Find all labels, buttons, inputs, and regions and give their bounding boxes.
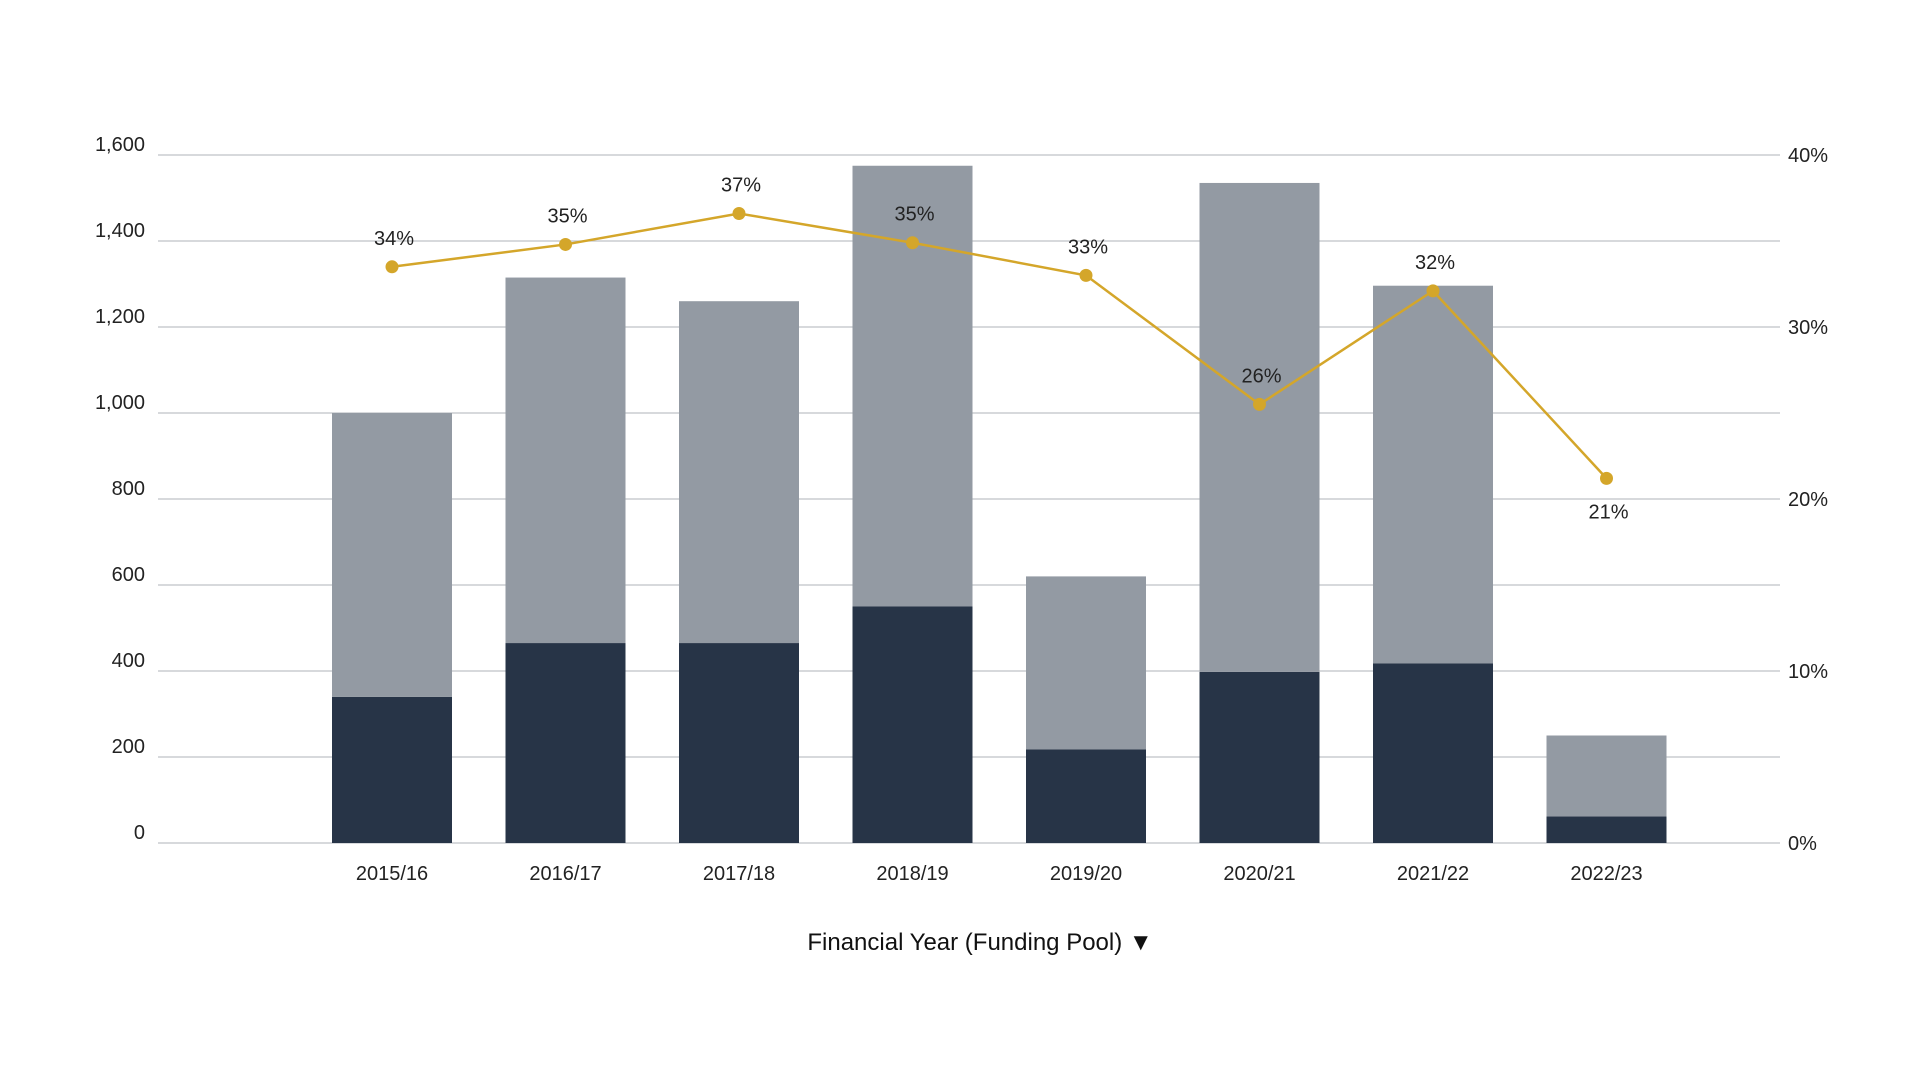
bar-segment-bottom xyxy=(1026,749,1146,843)
bars xyxy=(332,165,1667,843)
y-left-tick-label: 1,000 xyxy=(95,392,145,414)
line-data-label: 37% xyxy=(721,174,761,196)
line-data-label: 32% xyxy=(1415,252,1455,274)
line-data-label: 35% xyxy=(894,204,934,226)
line-point xyxy=(385,260,399,274)
y-left-tick-label: 600 xyxy=(112,564,145,586)
x-tick-label: 2015/16 xyxy=(356,863,428,885)
bar-segment-top xyxy=(332,413,452,697)
bar-segment-bottom xyxy=(679,643,799,843)
y-left-tick-label: 200 xyxy=(112,736,145,758)
line-data-label: 21% xyxy=(1588,501,1628,523)
labels: 0 200 400 600 800 1,000 1,200 1,400 1,600 0% 10% 20… xyxy=(95,134,1828,885)
bar-segment-top xyxy=(852,165,973,607)
bar-segment-bottom xyxy=(852,606,973,843)
line-point xyxy=(906,236,919,250)
x-tick-label: 2021/22 xyxy=(1397,863,1469,885)
bar-segment-bottom xyxy=(505,643,626,843)
bar-segment-bottom xyxy=(332,696,452,843)
y-left-tick-label: 1,400 xyxy=(95,220,145,242)
line-data-label: 26% xyxy=(1241,365,1281,387)
line-data-label: 33% xyxy=(1068,236,1108,258)
line-data-label: 34% xyxy=(374,228,414,250)
line-point xyxy=(1253,397,1266,411)
bar-segment-top xyxy=(1546,735,1667,817)
y-right-tick-label: 20% xyxy=(1788,489,1828,511)
y-right-tick-label: 0% xyxy=(1788,833,1817,855)
line-point xyxy=(1600,471,1613,485)
y-left-tick-label: 0 xyxy=(134,822,145,844)
percentage-line xyxy=(385,206,1613,485)
y-right-tick-label: 10% xyxy=(1788,661,1828,683)
bar-segment-bottom xyxy=(1373,663,1493,843)
bar-segment-bottom xyxy=(1199,671,1320,843)
x-tick-label: 2019/20 xyxy=(1050,863,1122,885)
bar-segment-bottom xyxy=(1546,816,1667,843)
x-tick-label: 2020/21 xyxy=(1223,863,1295,885)
bar-segment-top xyxy=(1026,576,1146,750)
x-tick-label: 2018/19 xyxy=(876,863,948,885)
line-point xyxy=(732,206,746,220)
y-right-tick-label: 40% xyxy=(1788,145,1828,167)
bar-segment-top xyxy=(505,277,626,644)
percentage-line-path xyxy=(391,212,1608,480)
line-point xyxy=(559,237,572,251)
y-left-tick-label: 400 xyxy=(112,650,145,672)
bar-segment-top xyxy=(679,301,799,644)
x-tick-label: 2017/18 xyxy=(703,863,775,885)
y-left-tick-label: 1,200 xyxy=(95,306,145,328)
bar-segment-top xyxy=(1373,285,1493,664)
line-point xyxy=(1079,268,1093,282)
x-axis-title: Financial Year (Funding Pool) ▼ xyxy=(807,929,1152,956)
x-tick-label: 2022/23 xyxy=(1570,863,1642,885)
y-left-tick-label: 800 xyxy=(112,478,145,500)
y-right-tick-label: 30% xyxy=(1788,317,1828,339)
x-tick-label: 2016/17 xyxy=(529,863,601,885)
line-data-label: 35% xyxy=(547,205,587,227)
y-left-tick-label: 1,600 xyxy=(95,134,145,156)
line-point xyxy=(1426,284,1440,298)
bar-segment-top xyxy=(1199,182,1320,672)
